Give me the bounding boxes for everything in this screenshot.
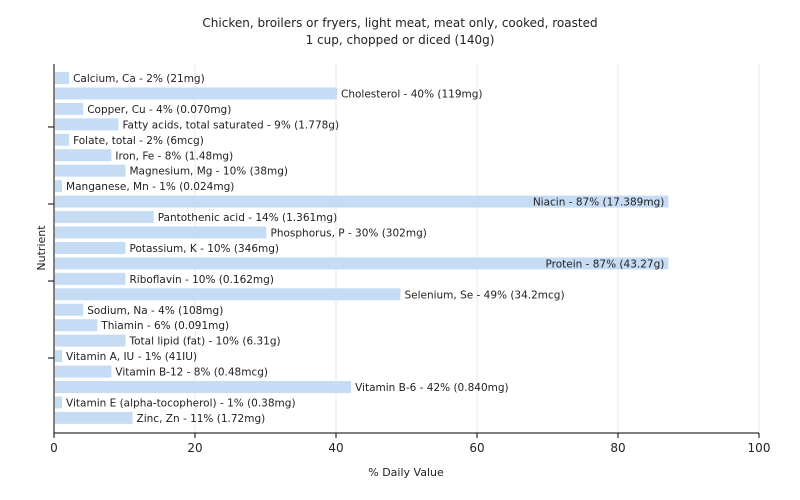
bar-label: Zinc, Zn - 11% (1.72mg) bbox=[137, 413, 266, 425]
bar-label: Copper, Cu - 4% (0.070mg) bbox=[87, 104, 231, 116]
bar-label: Thiamin - 6% (0.091mg) bbox=[100, 320, 229, 332]
bar-label: Vitamin B-6 - 42% (0.840mg) bbox=[355, 382, 509, 394]
bar bbox=[55, 334, 126, 347]
bar-label: Protein - 87% (43.27g) bbox=[545, 258, 664, 270]
x-tick-label: 80 bbox=[610, 441, 625, 455]
bar-label: Calcium, Ca - 2% (21mg) bbox=[73, 73, 205, 85]
chart-title: Chicken, broilers or fryers, light meat,… bbox=[202, 16, 597, 30]
bar-label: Niacin - 87% (17.389mg) bbox=[533, 197, 665, 209]
bar bbox=[55, 396, 63, 409]
bar bbox=[55, 303, 84, 316]
bar-label: Selenium, Se - 49% (34.2mcg) bbox=[404, 289, 564, 301]
bar-label: Cholesterol - 40% (119mg) bbox=[341, 88, 483, 100]
bar-label: Phosphorus, P - 30% (302mg) bbox=[271, 228, 427, 240]
bar-label: Sodium, Na - 4% (108mg) bbox=[87, 305, 223, 317]
bar bbox=[55, 149, 112, 162]
bar bbox=[55, 257, 669, 270]
bar bbox=[55, 133, 70, 146]
bar-label: Magnesium, Mg - 10% (38mg) bbox=[130, 166, 289, 178]
bar-label: Iron, Fe - 8% (1.48mg) bbox=[115, 150, 233, 162]
bar-label: Pantothenic acid - 14% (1.361mg) bbox=[158, 212, 337, 224]
bar bbox=[55, 87, 337, 100]
x-axis-label: % Daily Value bbox=[368, 466, 444, 479]
bar bbox=[55, 411, 133, 424]
bar bbox=[55, 226, 267, 239]
x-tick-label: 20 bbox=[187, 441, 202, 455]
bar-label: Vitamin A, IU - 1% (41IU) bbox=[66, 351, 197, 363]
bar-label: Vitamin E (alpha-tocopherol) - 1% (0.38m… bbox=[66, 397, 295, 409]
bar-label: Riboflavin - 10% (0.162mg) bbox=[130, 274, 274, 286]
bar bbox=[55, 118, 119, 131]
bar bbox=[55, 272, 126, 285]
bar bbox=[55, 180, 63, 193]
bar bbox=[55, 195, 669, 208]
bar bbox=[55, 319, 98, 332]
x-tick-label: 60 bbox=[469, 441, 484, 455]
bar-label: Folate, total - 2% (6mcg) bbox=[73, 135, 204, 147]
bar bbox=[55, 350, 63, 363]
x-tick-label: 0 bbox=[50, 441, 58, 455]
bar-label: Total lipid (fat) - 10% (6.31g) bbox=[129, 336, 281, 348]
chart-subtitle: 1 cup, chopped or diced (140g) bbox=[306, 33, 495, 47]
bar bbox=[55, 72, 70, 84]
x-tick-label: 100 bbox=[748, 441, 771, 455]
x-tick-label: 40 bbox=[328, 441, 343, 455]
bar-label: Potassium, K - 10% (346mg) bbox=[130, 243, 280, 255]
bar bbox=[55, 164, 126, 177]
bar bbox=[55, 211, 154, 224]
bar-label: Fatty acids, total saturated - 9% (1.778… bbox=[122, 119, 339, 131]
bar bbox=[55, 102, 84, 115]
bar bbox=[55, 365, 112, 378]
bar bbox=[55, 241, 126, 254]
bar-label: Manganese, Mn - 1% (0.024mg) bbox=[66, 181, 234, 193]
bar-label: Vitamin B-12 - 8% (0.48mcg) bbox=[115, 367, 268, 379]
grid-lines bbox=[194, 64, 760, 433]
y-axis-label: Nutrient bbox=[35, 225, 48, 271]
axes: 0 20 40 60 80 100 bbox=[48, 64, 770, 455]
bars: Calcium, Ca - 2% (21mg) Cholesterol - 40%… bbox=[55, 72, 669, 425]
bar bbox=[55, 381, 352, 393]
bar bbox=[55, 288, 401, 301]
